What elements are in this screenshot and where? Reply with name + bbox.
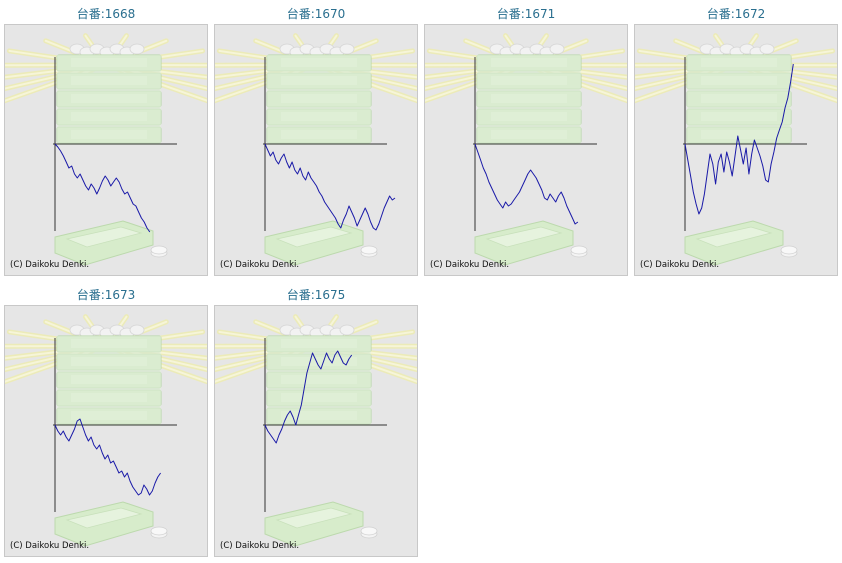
chart-panel: (C) Daikoku Denki. [634, 24, 838, 276]
chart-cell: 台番:1668 (C) Daikoku Denki. [4, 4, 208, 276]
chart-cell: 台番:1671 (C) Daikoku Denki. [424, 4, 628, 276]
series-line [474, 143, 579, 225]
series-line [54, 418, 162, 496]
chart-svg [5, 314, 207, 547]
series-line [264, 350, 353, 444]
chart-svg [425, 33, 627, 266]
chart-svg [635, 33, 837, 266]
chart-title[interactable]: 台番:1675 [286, 288, 346, 302]
background-illustration [215, 314, 417, 547]
copyright-text: (C) Daikoku Denki. [430, 260, 510, 270]
background-illustration [425, 33, 627, 266]
chart-panel: (C) Daikoku Denki. [214, 24, 418, 276]
chart-panel: (C) Daikoku Denki. [214, 305, 418, 557]
copyright-text: (C) Daikoku Denki. [10, 541, 90, 551]
chart-cell: 台番:1670 (C) Daikoku Denki. [214, 4, 418, 276]
series-line [264, 143, 396, 231]
chart-panel: (C) Daikoku Denki. [4, 305, 208, 557]
background-illustration [5, 33, 207, 266]
chart-title[interactable]: 台番:1672 [706, 7, 766, 21]
chart-cell: 台番:1675 (C) Daikoku Denki. [214, 285, 418, 557]
background-illustration [5, 314, 207, 547]
series-line [684, 63, 794, 215]
copyright-text: (C) Daikoku Denki. [10, 260, 90, 270]
background-illustration [215, 33, 417, 266]
background-illustration [635, 33, 837, 266]
chart-title[interactable]: 台番:1670 [286, 7, 346, 21]
chart-svg [215, 314, 417, 547]
chart-panel: (C) Daikoku Denki. [4, 24, 208, 276]
chart-title[interactable]: 台番:1668 [76, 7, 136, 21]
chart-title[interactable]: 台番:1673 [76, 288, 136, 302]
chart-title[interactable]: 台番:1671 [496, 7, 556, 21]
chart-svg [215, 33, 417, 266]
copyright-text: (C) Daikoku Denki. [220, 260, 300, 270]
chart-cell: 台番:1673 (C) Daikoku Denki. [4, 285, 208, 557]
chart-panel: (C) Daikoku Denki. [424, 24, 628, 276]
chart-svg [5, 33, 207, 266]
chart-cell: 台番:1672 (C) Daikoku Denki. [634, 4, 838, 276]
series-line [54, 143, 151, 233]
copyright-text: (C) Daikoku Denki. [220, 541, 300, 551]
copyright-text: (C) Daikoku Denki. [640, 260, 720, 270]
